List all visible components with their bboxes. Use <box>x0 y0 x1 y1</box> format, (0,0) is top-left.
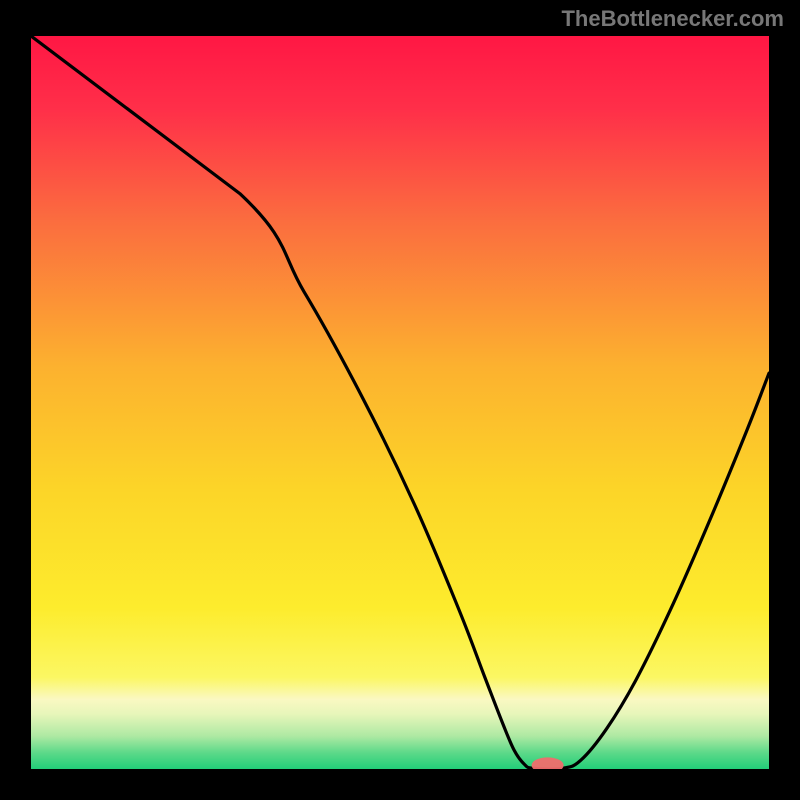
gradient-background <box>31 36 769 769</box>
watermark-label: TheBottlenecker.com <box>561 6 784 32</box>
plot-svg <box>31 36 769 769</box>
plot-area <box>31 36 769 769</box>
